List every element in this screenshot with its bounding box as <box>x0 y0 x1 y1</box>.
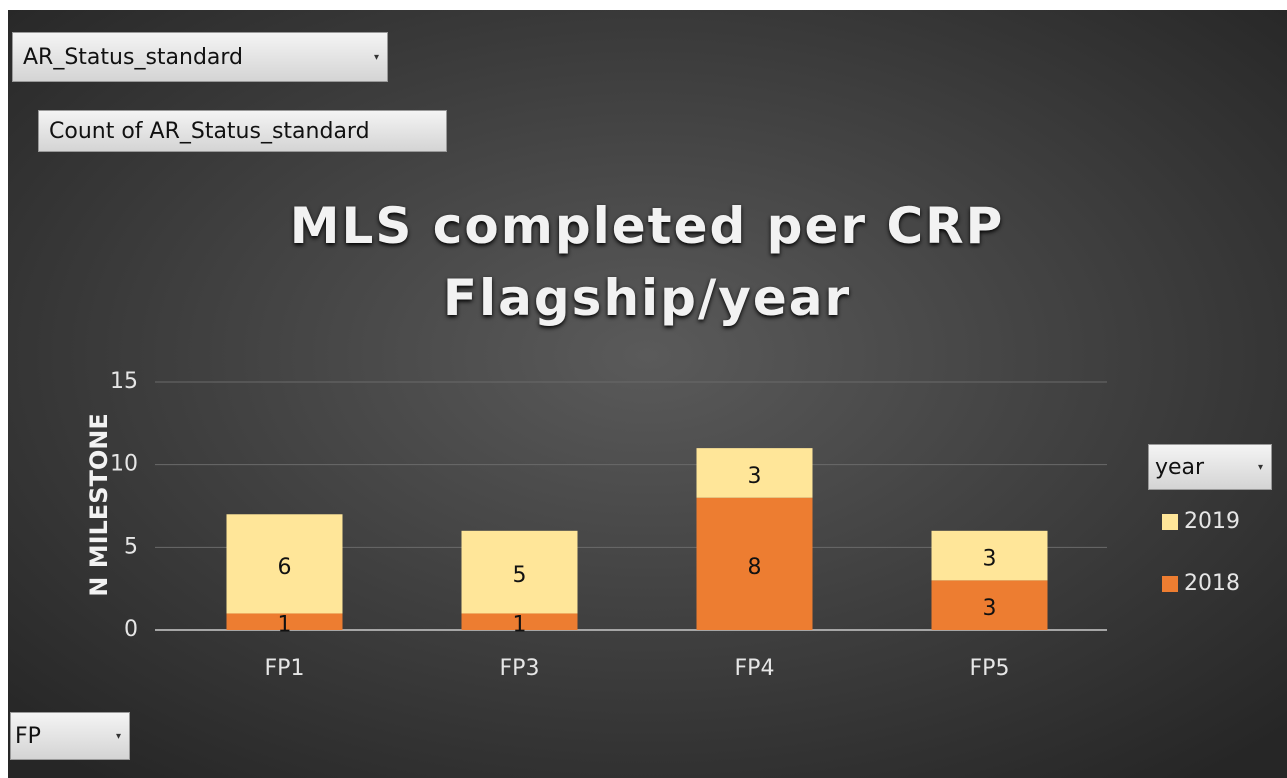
chart-title: MLS completed per CRP Flagship/year <box>289 197 1005 327</box>
bar-segment <box>696 497 813 630</box>
dropdown-arrow: ▾ <box>115 730 121 742</box>
legend-label: 2019 <box>1184 509 1240 534</box>
data-label: 3 <box>983 547 997 572</box>
y-axis-label: N MILESTONE <box>85 413 113 596</box>
bar-segment <box>226 514 343 614</box>
button-label: FP <box>15 723 41 749</box>
button-label: Count of AR_Status_standard <box>49 118 370 144</box>
y-tick-label: 0 <box>124 617 138 642</box>
bar-segment <box>696 448 813 498</box>
data-label: 1 <box>513 613 527 638</box>
data-label: 3 <box>983 596 997 621</box>
dropdown-arrow: ▾ <box>373 51 379 63</box>
data-label: 8 <box>748 555 762 580</box>
x-tick-label: FP3 <box>500 656 540 681</box>
x-tick-label: FP4 <box>735 656 775 681</box>
bar-segment <box>931 530 1048 581</box>
x-tick-label: FP5 <box>970 656 1010 681</box>
bar-segment <box>461 530 578 614</box>
bar-segment <box>226 613 343 630</box>
y-tick-label: 5 <box>124 534 138 559</box>
values-field-button[interactable]: Count of AR_Status_standard <box>38 110 447 152</box>
data-label: 3 <box>748 464 762 489</box>
axis-field-button[interactable]: FP ▾ <box>10 712 130 760</box>
data-label: 6 <box>278 555 292 580</box>
bar-segment <box>931 580 1048 630</box>
legend-swatch <box>1162 576 1178 592</box>
y-tick-label: 10 <box>110 452 138 477</box>
report-filter-button[interactable]: AR_Status_standard ▾ <box>12 32 388 82</box>
button-label: year <box>1155 454 1205 480</box>
data-label: 1 <box>278 613 292 638</box>
data-label: 5 <box>513 563 527 588</box>
legend-swatch <box>1162 514 1178 530</box>
x-tick-label: FP1 <box>265 656 305 681</box>
button-label: AR_Status_standard <box>23 44 244 70</box>
bar-segment <box>461 613 578 630</box>
dropdown-arrow: ▾ <box>1257 461 1263 473</box>
legend-label: 2018 <box>1184 571 1240 596</box>
legend-field-button[interactable]: year ▾ <box>1148 444 1272 490</box>
y-tick-label: 15 <box>110 369 138 394</box>
